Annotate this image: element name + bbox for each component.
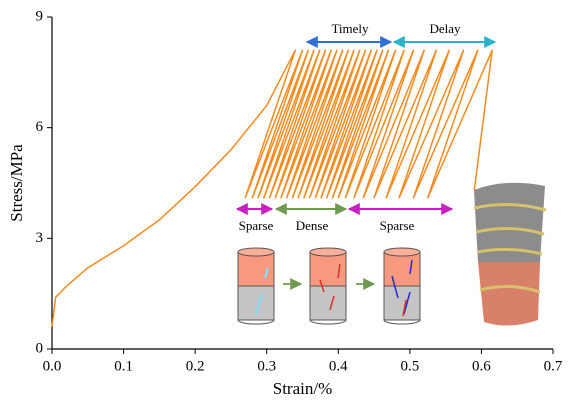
plot-area: 0.0 0.1 0.2 0.3 0.4 0.5 0.6 0.7 0 3 6 9 Strain/% Stre… [7,8,563,397]
y-tick-label: 3 [36,230,44,246]
annotation: Sparse [380,218,415,233]
annotation: Dense [296,218,329,233]
stress-strain-curve [51,49,493,327]
x-tick-label: 0.5 [400,358,419,374]
x-tick-label: 0.1 [114,358,133,374]
x-tick-label: 0.6 [472,358,491,374]
y-tick-label: 9 [36,8,44,24]
y-tick-label: 0 [36,340,44,356]
cylinder-illustrations [237,247,421,325]
x-tick-label: 0.3 [257,358,276,374]
x-tick-label: 0.0 [43,358,62,374]
annotation: Timely [331,21,369,36]
y-axis-label: Stress/MPa [7,144,26,222]
x-tick-label: 0.7 [544,358,563,374]
annotation: Sparse [239,218,274,233]
specimen-photo [473,182,547,326]
x-tick-label: 0.2 [186,358,205,374]
x-tick-label: 0.4 [329,358,348,374]
y-tick-label: 6 [36,119,44,135]
annotation: Delay [429,21,461,36]
x-axis-label: Strain/% [273,379,333,398]
